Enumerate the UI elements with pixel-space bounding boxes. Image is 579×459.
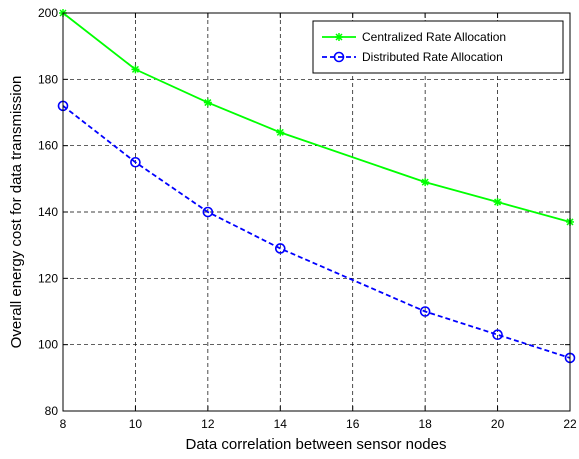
y-tick-label: 140	[38, 205, 58, 219]
data-point	[419, 306, 431, 317]
legend-label: Distributed Rate Allocation	[362, 50, 503, 64]
y-tick-label: 200	[38, 6, 58, 20]
y-tick-label: 100	[38, 338, 58, 352]
legend-marker	[335, 33, 343, 41]
x-tick-label: 12	[201, 417, 215, 431]
legend: Centralized Rate Allocation Distributed R…	[312, 20, 564, 74]
data-point	[276, 128, 285, 137]
x-tick-label: 10	[129, 417, 143, 431]
legend-entry-1: Distributed Rate Allocation	[322, 50, 503, 64]
x-tick-label: 16	[346, 417, 360, 431]
x-tick-label: 18	[418, 417, 432, 431]
marker-stroke	[276, 128, 284, 136]
data-point	[274, 243, 286, 254]
x-axis-title: Data correlation between sensor nodes	[186, 436, 447, 453]
marker-stroke	[494, 198, 502, 206]
legend-marker	[333, 51, 345, 63]
y-tick-label: 180	[38, 72, 58, 86]
data-point	[203, 98, 212, 107]
marker-stroke	[204, 99, 212, 107]
legend-label: Centralized Rate Allocation	[362, 30, 506, 44]
legend-entry-0: Centralized Rate Allocation	[322, 30, 506, 44]
data-point	[131, 65, 140, 74]
x-tick-label: 20	[491, 417, 505, 431]
x-tick-label: 22	[563, 417, 577, 431]
axis-ticks: 8 10 12 14 16 18 20 22 80 100 120 140 160 180 200	[38, 6, 577, 431]
data-point	[421, 178, 430, 187]
marker-stroke	[421, 178, 429, 186]
y-tick-label: 80	[45, 404, 59, 418]
marker-stroke	[335, 33, 343, 41]
y-tick-label: 120	[38, 271, 58, 285]
series-layer	[57, 9, 576, 364]
data-point	[492, 329, 503, 341]
data-point	[493, 198, 502, 207]
x-tick-label: 14	[274, 417, 288, 431]
marker-stroke	[131, 65, 139, 73]
data-point	[130, 156, 141, 168]
data-point	[202, 206, 214, 218]
x-tick-label: 8	[60, 417, 67, 431]
series-line	[62, 105, 571, 359]
legend-box	[312, 20, 564, 74]
y-tick-label: 160	[38, 139, 58, 153]
y-axis-title: Overall energy cost for data transmissio…	[8, 76, 25, 349]
